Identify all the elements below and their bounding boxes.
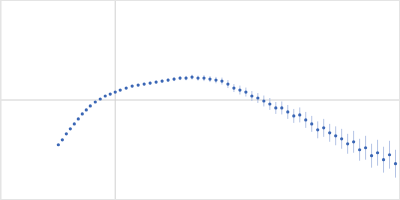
data-point (322, 126, 325, 129)
data-point (274, 106, 277, 109)
data-point (346, 142, 349, 145)
data-point (238, 88, 241, 91)
points (57, 76, 397, 166)
data-point (202, 77, 205, 80)
data-point (99, 97, 102, 100)
data-point (394, 162, 397, 165)
data-point (298, 113, 301, 116)
data-point (208, 78, 211, 81)
data-point (114, 90, 117, 93)
data-point (304, 118, 307, 121)
data-point (160, 79, 163, 82)
y-grid-line (0, 100, 400, 101)
plot-frame (1, 1, 400, 200)
data-point (104, 94, 107, 97)
data-point (232, 86, 235, 89)
data-point (143, 82, 146, 85)
data-point (214, 79, 217, 82)
error-bars (58, 75, 395, 178)
data-point (61, 138, 64, 141)
data-point (81, 112, 84, 115)
data-point (280, 106, 283, 109)
data-point (310, 122, 313, 125)
data-point (292, 114, 295, 117)
data-point (340, 137, 343, 140)
data-point (137, 83, 140, 86)
data-point (268, 102, 271, 105)
data-point (196, 77, 199, 80)
data-point (364, 146, 367, 149)
data-point (334, 134, 337, 137)
data-point (388, 153, 391, 156)
data-point (250, 94, 253, 97)
data-point (316, 128, 319, 131)
data-point (370, 154, 373, 157)
data-point (119, 88, 122, 91)
data-point (256, 96, 259, 99)
data-point (155, 80, 158, 83)
data-point (172, 78, 175, 81)
data-point (89, 104, 92, 107)
data-point (77, 117, 80, 120)
data-point (286, 110, 289, 113)
data-point (166, 79, 169, 82)
data-point (131, 84, 134, 87)
data-point (149, 81, 152, 84)
data-point (352, 140, 355, 143)
data-point (262, 99, 265, 102)
data-point (382, 158, 385, 161)
chart (0, 0, 400, 200)
data-point (328, 131, 331, 134)
data-point (220, 79, 223, 82)
data-point (190, 76, 193, 79)
data-point (125, 86, 128, 89)
grid (0, 0, 400, 200)
data-point (178, 77, 181, 80)
data-point (358, 148, 361, 151)
data-point (184, 77, 187, 80)
data-point (244, 90, 247, 93)
data-point (94, 100, 97, 103)
data-point (69, 127, 72, 130)
data-point (57, 143, 60, 146)
data-point (73, 122, 76, 125)
data-point (226, 82, 229, 85)
data-point (65, 132, 68, 135)
data-point (109, 92, 112, 95)
data-point (85, 108, 88, 111)
data-point (376, 151, 379, 154)
plot-area (57, 75, 397, 178)
